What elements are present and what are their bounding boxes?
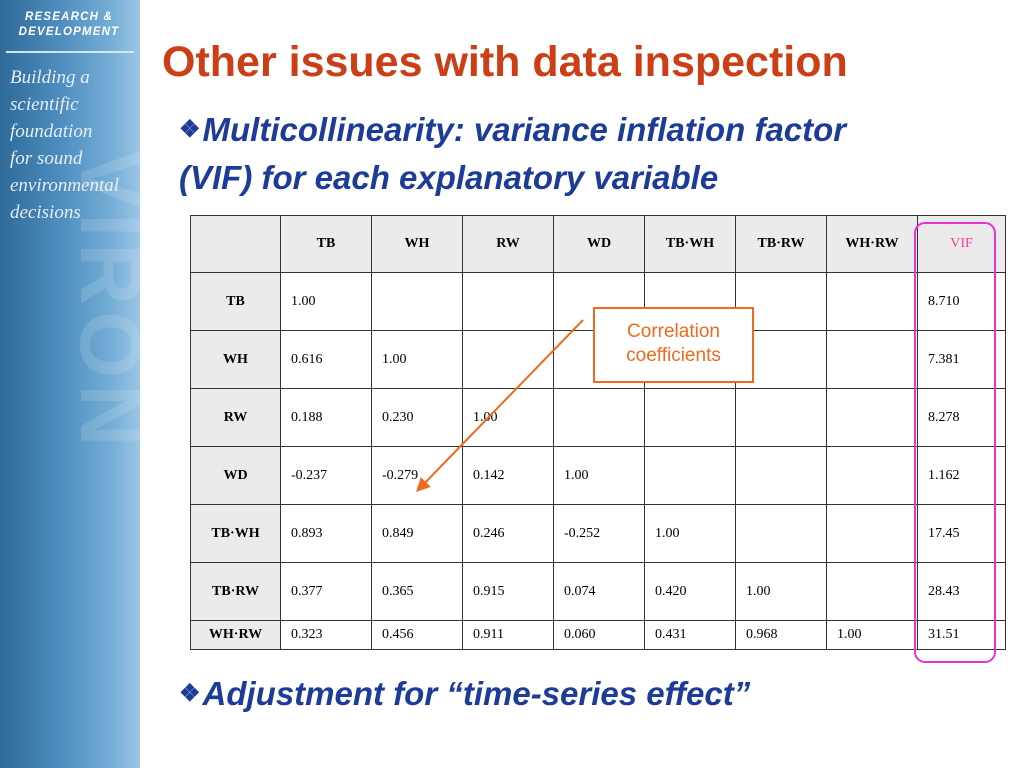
table-cell (735, 388, 827, 447)
table-cell: 0.377 (280, 562, 372, 621)
table-cell (826, 504, 918, 563)
table-cell: 0.616 (280, 330, 372, 389)
logo-line-2: DEVELOPMENT (18, 26, 120, 38)
bullet-text: Multicollinearity: variance inflation fa… (202, 111, 847, 148)
vif-cell: 31.51 (917, 620, 1006, 650)
table-cell: 1.00 (826, 620, 918, 650)
sidebar-banner: RESEARCH & DEVELOPMENT Building a scient… (0, 0, 140, 768)
bullet-multicollinearity-continued: (VIF) for each explanatory variable (179, 159, 719, 196)
table-row: TB·RW 0.377 0.365 0.915 0.074 0.420 1.00… (190, 562, 1006, 621)
table-cell: 1.00 (371, 330, 463, 389)
table-cell (644, 388, 736, 447)
table-cell: 0.420 (644, 562, 736, 621)
column-header: TB (280, 215, 372, 273)
diamond-bullet-icon: ❖ (179, 680, 201, 707)
tagline-line: Building a (10, 67, 90, 88)
table-cell: 0.915 (462, 562, 554, 621)
table-cell: 0.188 (280, 388, 372, 447)
row-header: WD (190, 446, 281, 505)
row-header: TB·RW (190, 562, 281, 621)
table-cell (826, 446, 918, 505)
vif-cell: 7.381 (917, 330, 1006, 389)
table-cell: 0.968 (735, 620, 827, 650)
table-cell (462, 272, 554, 331)
tagline-line: foundation (10, 121, 93, 142)
table-cell: 0.893 (280, 504, 372, 563)
table-cell: 0.060 (553, 620, 645, 650)
vif-cell: 17.45 (917, 504, 1006, 563)
column-header: WD (553, 215, 645, 273)
table-cell: 0.365 (371, 562, 463, 621)
vif-cell: 8.710 (917, 272, 1006, 331)
table-row: WH·RW 0.323 0.456 0.911 0.060 0.431 0.96… (190, 620, 1006, 650)
bullet-multicollinearity: ❖Multicollinearity: variance inflation f… (179, 111, 846, 149)
table-cell (462, 330, 554, 389)
vif-cell: 8.278 (917, 388, 1006, 447)
vif-highlight-box (914, 222, 996, 663)
logo-line-1: RESEARCH & (24, 11, 114, 23)
table-cell: 0.142 (462, 446, 554, 505)
table-cell (371, 272, 463, 331)
table-cell (553, 388, 645, 447)
tagline-line: scientific (10, 94, 79, 115)
table-cell: -0.237 (280, 446, 372, 505)
table-cell (826, 388, 918, 447)
logo-divider (6, 51, 134, 53)
callout-line-1: Correlation (627, 321, 720, 342)
row-header: TB (190, 272, 281, 331)
table-cell: 0.911 (462, 620, 554, 650)
callout-line-2: coefficients (626, 345, 721, 366)
table-cell: 1.00 (553, 446, 645, 505)
row-header: RW (190, 388, 281, 447)
table-cell: 1.00 (735, 562, 827, 621)
vif-correlation-table: TB WH RW WD TB·WH TB·RW WH·RW VIF TB 1.0… (190, 215, 1006, 650)
header-row: TB WH RW WD TB·WH TB·RW WH·RW VIF (190, 215, 1006, 273)
column-header: WH·RW (826, 215, 918, 273)
bullet-text: Adjustment for “time-series effect” (202, 675, 751, 712)
table-row: RW 0.188 0.230 1.00 8.278 (190, 388, 1006, 447)
tagline-line: decisions (10, 202, 81, 223)
bullet-time-series: ❖Adjustment for “time-series effect” (179, 675, 750, 713)
slide-title: Other issues with data inspection (162, 38, 848, 86)
tagline-line: for sound (10, 148, 83, 169)
tagline: Building a scientific foundation for sou… (10, 64, 135, 226)
table-cell (735, 504, 827, 563)
table-cell (735, 446, 827, 505)
corner-cell (190, 215, 281, 273)
table-cell: -0.252 (553, 504, 645, 563)
row-header: WH·RW (190, 620, 281, 650)
table-cell: 1.00 (644, 504, 736, 563)
row-header: TB·WH (190, 504, 281, 563)
diamond-bullet-icon: ❖ (179, 116, 201, 143)
table-cell: 0.230 (371, 388, 463, 447)
row-header: WH (190, 330, 281, 389)
table-cell: 0.246 (462, 504, 554, 563)
column-header: TB·RW (735, 215, 827, 273)
logo-text: RESEARCH & DEVELOPMENT (7, 10, 131, 40)
table-cell: -0.279 (371, 446, 463, 505)
table-cell (644, 446, 736, 505)
table-cell: 0.323 (280, 620, 372, 650)
table-cell (826, 272, 918, 331)
table-cell: 0.431 (644, 620, 736, 650)
vif-cell: 28.43 (917, 562, 1006, 621)
table-row: TB·WH 0.893 0.849 0.246 -0.252 1.00 17.4… (190, 504, 1006, 563)
table-cell: 0.849 (371, 504, 463, 563)
watermark-text: VIRON (62, 150, 140, 453)
tagline-line: environmental (10, 175, 120, 196)
table-cell (826, 562, 918, 621)
table-cell: 1.00 (462, 388, 554, 447)
correlation-callout: Correlation coefficients (593, 307, 754, 383)
table-cell: 0.074 (553, 562, 645, 621)
table-cell: 0.456 (371, 620, 463, 650)
table-cell: 1.00 (280, 272, 372, 331)
column-header: WH (371, 215, 463, 273)
table-cell (826, 330, 918, 389)
column-header: TB·WH (644, 215, 736, 273)
table-row: WD -0.237 -0.279 0.142 1.00 1.162 (190, 446, 1006, 505)
column-header: RW (462, 215, 554, 273)
